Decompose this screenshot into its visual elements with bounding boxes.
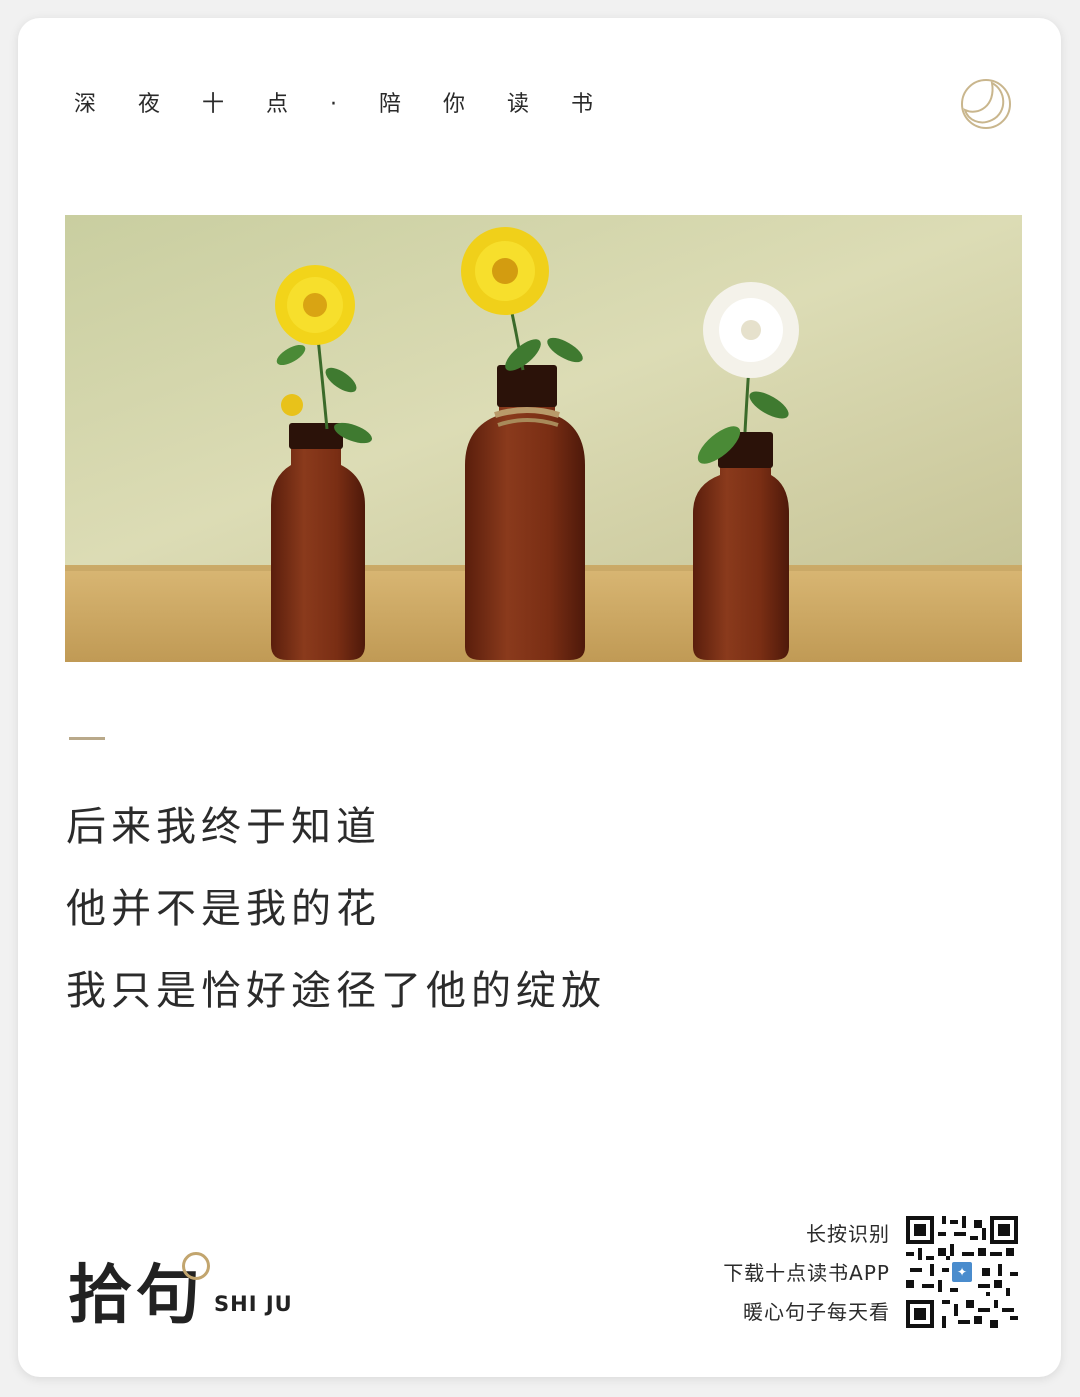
quote-line: 后来我终于知道 [66, 804, 381, 850]
brand-name-cn: 拾句 [68, 1259, 204, 1333]
brand-name-en: SHI JU [214, 1292, 293, 1316]
qr-pattern [906, 1216, 1018, 1328]
qr-code[interactable]: ✦ [906, 1216, 1018, 1328]
app-logo-icon: ✦ [949, 1259, 975, 1285]
cta-line-download: 下载十点读书APP [723, 1261, 890, 1285]
crescent-moon-icon [961, 79, 1011, 129]
flowers-in-bottles-photo [65, 215, 1022, 662]
header-slogan: 深夜十点·陪你读书 [74, 92, 635, 117]
quote-line: 我只是恰好途径了他的绽放 [66, 968, 606, 1014]
quote-line: 他并不是我的花 [66, 886, 381, 932]
cta-line-scan: 长按识别 [806, 1222, 890, 1246]
brand-ring-icon [182, 1252, 210, 1280]
accent-dash [69, 737, 105, 740]
cta-line-daily: 暖心句子每天看 [743, 1300, 890, 1324]
quote-block: 后来我终于知道 他并不是我的花 我只是恰好途径了他的绽放 [66, 786, 606, 1032]
download-cta: 长按识别 下载十点读书APP 暖心句子每天看 [723, 1215, 890, 1332]
